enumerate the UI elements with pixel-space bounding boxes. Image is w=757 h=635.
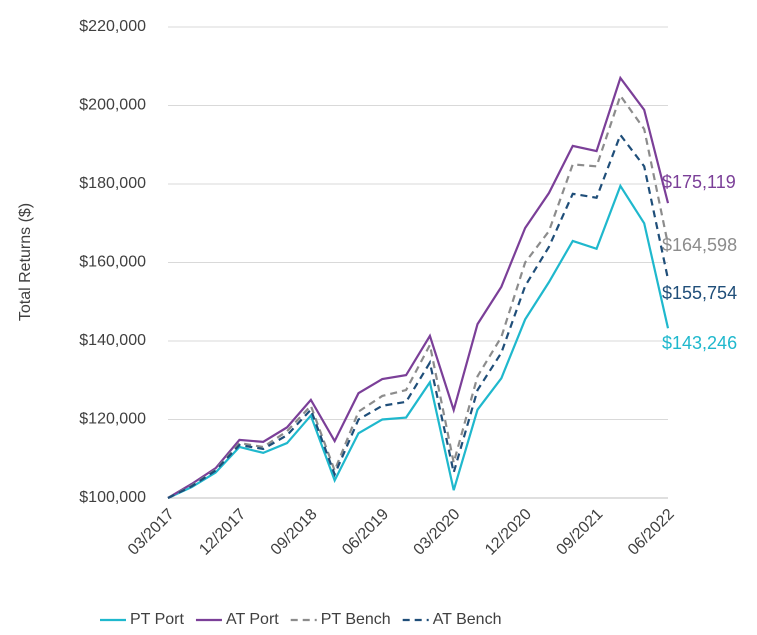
y-axis-label: Total Returns ($) xyxy=(17,203,34,321)
series-line xyxy=(167,183,670,499)
x-tick-label: 12/2017 xyxy=(196,506,249,559)
x-tick-label: 03/2020 xyxy=(411,506,464,559)
series-line xyxy=(167,132,670,499)
x-tick-label: 09/2018 xyxy=(268,506,321,559)
legend-label: PT Bench xyxy=(321,611,391,628)
x-tick-label: 06/2019 xyxy=(339,506,392,559)
end-label: $155,754 xyxy=(662,283,737,303)
y-tick-label: $100,000 xyxy=(79,489,146,506)
y-tick-label: $140,000 xyxy=(79,332,146,349)
end-label: $175,119 xyxy=(662,172,736,192)
y-tick-label: $200,000 xyxy=(79,97,146,114)
y-tick-label: $220,000 xyxy=(79,18,146,35)
series-line xyxy=(167,93,670,499)
end-label: $143,246 xyxy=(662,333,737,353)
x-tick-label: 12/2020 xyxy=(482,506,535,559)
x-tick-label: 06/2022 xyxy=(625,506,678,559)
x-tick-label: 09/2021 xyxy=(553,506,606,559)
series-line xyxy=(167,75,670,499)
y-tick-label: $160,000 xyxy=(79,254,146,271)
y-tick-label: $180,000 xyxy=(79,175,146,192)
legend-label: AT Bench xyxy=(433,611,502,628)
legend-label: PT Port xyxy=(130,611,185,628)
legend-label: AT Port xyxy=(226,611,279,628)
y-tick-label: $120,000 xyxy=(79,411,146,428)
end-label: $164,598 xyxy=(662,235,737,255)
x-tick-label: 03/2017 xyxy=(125,506,178,559)
